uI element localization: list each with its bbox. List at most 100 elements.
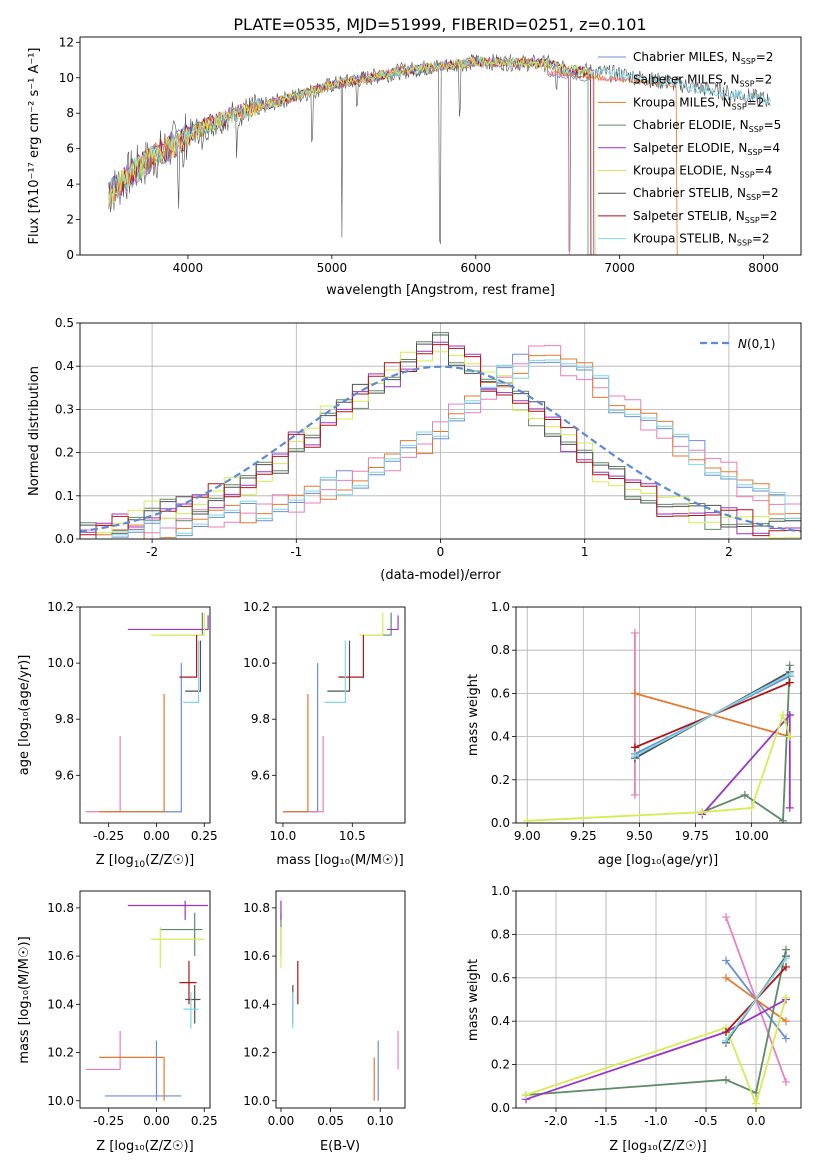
histogram-chab_elodie <box>80 332 801 539</box>
weight-marker-krou_miles <box>722 973 730 982</box>
spectrum-line-chab_elodie <box>108 56 589 255</box>
y-tick-label: 6 <box>66 142 74 156</box>
spectrum-line-chab_miles <box>108 56 592 255</box>
error-bracket-chab_miles <box>104 663 182 813</box>
y-tick-label: 2 <box>66 213 74 227</box>
weight-marker-krou_elodie <box>522 1090 530 1099</box>
error-bracket-chab_elodie <box>160 612 203 636</box>
legend-label-salp_stelib: Salpeter STELIB, NSSP=2 <box>633 209 777 225</box>
y-tick-label: 10.2 <box>47 1046 74 1060</box>
y-tick-label: 0.2 <box>491 773 510 787</box>
y-tick-label: 10.6 <box>47 949 74 963</box>
weight-marker-salp_miles <box>630 790 639 799</box>
x-axis-label: wavelength [Angstrom, rest frame] <box>326 283 555 298</box>
axes-frame <box>79 36 802 256</box>
x-tick-label: 5000 <box>317 261 348 275</box>
x-tick-label: 0.25 <box>191 829 218 843</box>
legend-label-normal: N(0,1) <box>738 337 775 351</box>
weight-marker-chab_elodie <box>722 1075 730 1084</box>
plot-area <box>85 612 209 813</box>
mass-vs-metallicity-panel: -0.25 0.00 0.25 10.0 10.2 10.4 10.6 10.8 Z [log₁… <box>17 890 218 1154</box>
weight-marker-krou_stelib <box>630 752 639 761</box>
x-tick-label: -1.5 <box>594 1114 617 1128</box>
y-tick-label: 9.8 <box>251 712 270 726</box>
spectrum-line-krou_miles <box>108 56 678 255</box>
plot-area <box>282 612 399 813</box>
y-tick-label: 0.0 <box>491 1101 510 1115</box>
axes-frame <box>79 322 802 540</box>
y-axis-label: Normed distribution <box>27 366 42 496</box>
x-tick-label: -0.25 <box>93 1114 124 1128</box>
y-tick-label: 0.1 <box>55 489 74 503</box>
weight-marker-salp_stelib <box>722 1028 730 1037</box>
y-tick-label: 0.6 <box>491 971 510 985</box>
y-tick-label: 0.0 <box>491 816 510 830</box>
x-axis-label: age [log₁₀(age/yr)] <box>598 853 719 868</box>
x-tick-label: 10.5 <box>339 829 366 843</box>
legend-label-salp_miles: Salpeter MILES, NSSP=2 <box>633 73 772 89</box>
residuals-panel: -2 -1 0 1 2 0.0 0.1 0.2 0.3 0.4 0.5 (data-model)/er… <box>27 316 802 583</box>
histogram-krou_elodie <box>80 351 801 539</box>
spectrum-line-krou_stelib <box>108 56 771 203</box>
y-tick-label: 1.0 <box>491 884 510 898</box>
error-bracket-salp_elodie <box>127 615 209 631</box>
x-tick-label: 0 <box>437 545 445 559</box>
error-bracket-krou_stelib <box>324 640 346 703</box>
x-tick-label: 9.25 <box>570 829 597 843</box>
weight-marker-krou_elodie <box>785 732 794 741</box>
x-tick-label: 9.00 <box>514 829 541 843</box>
spectrum-panel: 4000 5000 6000 7000 8000 0 2 4 6 8 10 12 wavelength … <box>27 35 802 298</box>
plot-area <box>516 607 801 823</box>
plot-area <box>80 323 801 539</box>
y-axis-label: Flux [fλ10⁻¹⁷ erg cm⁻² s⁻¹ A⁻¹] <box>27 48 42 245</box>
error-bracket-chab_stelib <box>327 640 351 692</box>
weight-marker-krou_stelib <box>785 669 794 678</box>
x-tick-label: 0.00 <box>268 1114 295 1128</box>
y-tick-label: 9.8 <box>55 712 74 726</box>
x-tick-label: -2.0 <box>544 1114 567 1128</box>
normal-curve <box>80 365 801 533</box>
y-tick-label: 12 <box>59 35 74 49</box>
y-tick-label: 0.2 <box>491 1058 510 1072</box>
y-tick-label: 0.4 <box>55 359 74 373</box>
weight-line-krou_elodie <box>527 712 791 822</box>
x-tick-label: 4000 <box>173 261 204 275</box>
legend-label-krou_stelib: Kroupa STELIB, NSSP=2 <box>633 232 770 248</box>
y-tick-label: 8 <box>66 106 74 120</box>
plot-area <box>516 891 801 1108</box>
legend-label-chab_stelib: Chabrier STELIB, NSSP=2 <box>633 186 779 202</box>
error-bracket-salp_stelib <box>338 635 364 678</box>
weight-line-krou_stelib <box>634 673 791 757</box>
histogram-krou_miles <box>80 354 801 539</box>
weight-marker-krou_elodie <box>782 993 790 1002</box>
weight-marker-salp_elodie <box>785 803 794 812</box>
weight-marker-salp_stelib <box>785 678 794 687</box>
weight-marker-krou_miles <box>782 1017 790 1026</box>
histogram-salp_stelib <box>80 344 801 537</box>
y-tick-label: 0.0 <box>55 532 74 546</box>
y-tick-label: 9.6 <box>251 768 270 782</box>
x-axis-label: mass [log₁₀(M/M☉)] <box>276 853 403 868</box>
weight-marker-salp_elodie <box>785 711 794 719</box>
y-tick-label: 0.8 <box>491 643 510 657</box>
x-tick-label: -0.25 <box>93 829 124 843</box>
x-tick-label: -1.0 <box>644 1114 667 1128</box>
y-tick-label: 10.0 <box>47 656 74 670</box>
weight-marker-salp_miles <box>722 913 730 922</box>
x-tick-label: 9.75 <box>682 829 709 843</box>
weight-marker-krou_elodie <box>698 808 707 817</box>
weight-marker-salp_stelib <box>782 962 790 971</box>
x-tick-label: 10.00 <box>734 829 768 843</box>
spectrum-line-salp_elodie <box>108 56 595 255</box>
x-tick-label: 7000 <box>604 261 635 275</box>
legend-label-salp_elodie: Salpeter ELODIE, NSSP=4 <box>633 141 780 157</box>
y-tick-label: 10.2 <box>47 600 74 614</box>
figure-title: PLATE=0535, MJD=51999, FIBERID=0251, z=0… <box>233 15 646 34</box>
weight-marker-krou_elodie <box>523 816 532 823</box>
weight-marker-krou_stelib <box>722 1036 730 1045</box>
weight-marker-chab_elodie <box>740 790 749 799</box>
plot-area <box>280 900 399 1101</box>
weight-marker-chab_miles <box>722 956 730 965</box>
weight-marker-krou_elodie <box>779 711 788 719</box>
weight-marker-salp_stelib <box>630 743 639 752</box>
